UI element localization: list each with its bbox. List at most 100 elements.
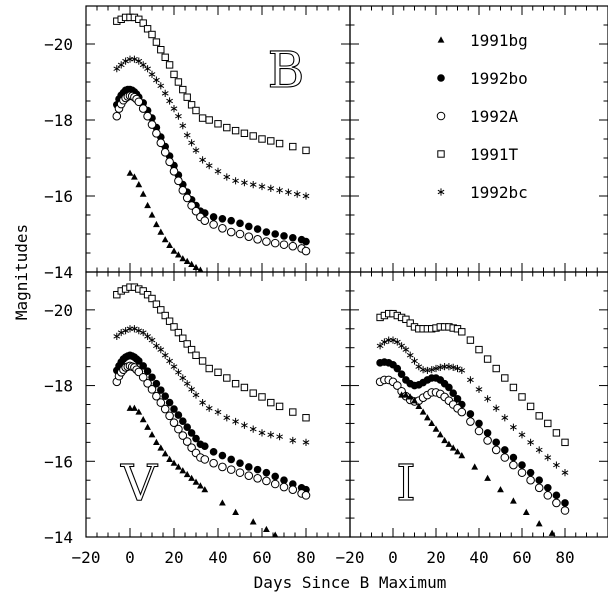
x-axis-label: Days Since B Maximum (254, 573, 447, 592)
point-1992bc (293, 190, 301, 198)
point-1991T (152, 38, 161, 46)
point-1992bc (139, 328, 147, 337)
point-1992bo (302, 237, 310, 246)
point-1992bc (454, 364, 461, 373)
x-tick-label: 80 (555, 548, 574, 567)
point-1992bc (276, 433, 283, 441)
point-1992bc (157, 82, 165, 90)
point-1992A (270, 238, 280, 248)
point-1992A (187, 201, 196, 210)
point-1992A (218, 224, 227, 233)
point-1992bc (381, 338, 388, 346)
point-1992A (138, 372, 148, 382)
point-1992A (200, 216, 210, 225)
point-1992A (235, 229, 245, 239)
point-1991bg (148, 431, 156, 438)
point-1992A (138, 104, 148, 113)
point-1992bo (218, 451, 227, 460)
point-1991T (552, 429, 561, 437)
y-tick-label: −14 (44, 528, 73, 547)
point-1991bg (126, 169, 134, 176)
point-1992bc (183, 380, 191, 388)
point-1992A (262, 476, 271, 486)
point-1991T (289, 408, 297, 416)
point-1992bc (131, 55, 138, 63)
point-1991bg (139, 416, 147, 423)
point-1992bc (148, 70, 156, 78)
point-1991bg (454, 448, 461, 455)
point-1992bc (436, 363, 444, 371)
point-1992bo (201, 442, 209, 450)
point-1991T (192, 106, 200, 115)
point-1991bg (535, 520, 543, 527)
point-1991T (214, 120, 222, 128)
legend-item: 1992bc (437, 183, 528, 202)
point-1992bc (170, 105, 178, 113)
point-1991bg (131, 173, 138, 180)
point-1991bg (411, 397, 418, 404)
point-1991bg (510, 497, 517, 504)
point-1991T (187, 101, 196, 109)
point-1992bc (501, 414, 509, 422)
point-1992bc (535, 446, 543, 454)
point-1991T (231, 379, 240, 388)
point-1992A (253, 474, 262, 483)
point-1991T (249, 389, 257, 397)
point-1992bo (449, 389, 458, 397)
point-1992bo (174, 411, 183, 419)
point-1991T (139, 19, 147, 27)
point-1992bo (161, 392, 169, 400)
legend-label: 1992bc (470, 183, 528, 202)
point-1992bo (492, 438, 501, 447)
point-1992bo (209, 448, 218, 456)
point-1992A (165, 157, 174, 167)
point-1992bo (135, 357, 143, 365)
point-1992bo (157, 386, 165, 394)
panel-frame (85, 5, 351, 273)
y-tick-label: −18 (44, 111, 73, 130)
point-1992bo (245, 463, 253, 471)
point-1992bc (267, 431, 275, 439)
point-1992A (491, 445, 501, 455)
point-1992bc (475, 385, 483, 393)
point-1991T (214, 368, 222, 377)
point-1991T (179, 334, 187, 342)
point-1992bc (135, 327, 143, 335)
point-1992bc (484, 395, 491, 403)
point-1992bo (397, 370, 406, 379)
point-1991T (526, 402, 535, 411)
point-1992bo (526, 468, 535, 477)
x-tick-label: −20 (72, 548, 101, 567)
point-1991bg (192, 263, 200, 271)
point-1992bo (209, 213, 218, 221)
x-tick-label: 20 (426, 548, 445, 567)
point-1992bo (165, 398, 174, 407)
point-1991T (223, 123, 231, 132)
point-1992bc (285, 188, 292, 196)
point-1991bg (398, 391, 405, 398)
point-1992A (178, 431, 188, 440)
point-1992bo (227, 216, 235, 225)
point-1991T (231, 126, 240, 135)
point-1992bc (276, 186, 283, 194)
point-1992A (270, 479, 280, 489)
point-1992A (279, 482, 289, 492)
point-1991bg (219, 499, 226, 506)
point-1991bg (135, 408, 143, 415)
point-1992A (466, 417, 475, 426)
point-1991T (183, 340, 191, 348)
point-1991T (198, 114, 207, 122)
panel-marks-b (112, 13, 311, 272)
point-1991T (148, 30, 156, 39)
point-1991T (240, 129, 249, 138)
legend-marker-1992bo (437, 74, 445, 82)
point-1992bc (139, 61, 147, 69)
point-1991T (143, 25, 152, 33)
point-1991bg (179, 467, 187, 474)
point-1992bc (241, 421, 248, 429)
point-1992A (182, 437, 192, 446)
point-1992bc (153, 76, 160, 84)
point-1992bc (183, 131, 191, 139)
x-tick-label: 0 (125, 548, 135, 567)
point-1991T (139, 287, 147, 295)
